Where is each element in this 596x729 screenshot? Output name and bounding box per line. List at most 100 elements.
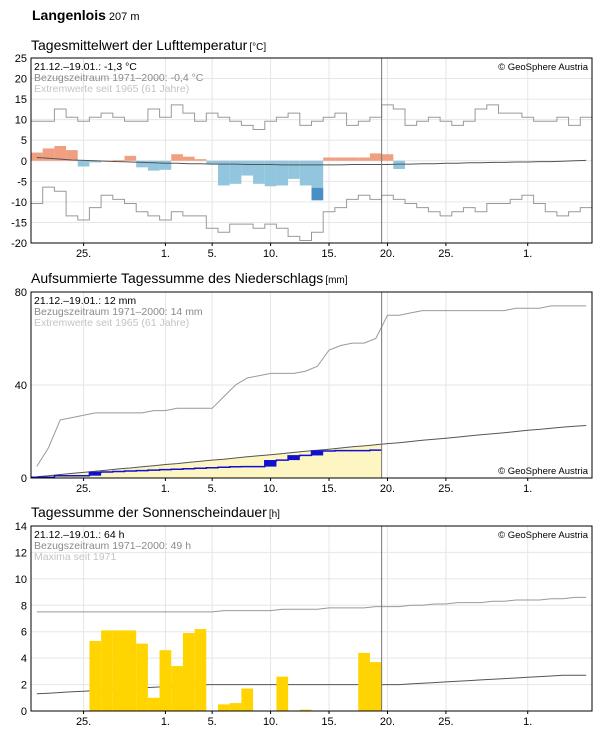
y-tick-label: 12 — [15, 547, 27, 559]
sun-bar — [369, 662, 382, 711]
temp-bar — [393, 160, 405, 169]
info-line-1: 21.12.–19.01.: 64 h — [34, 529, 125, 541]
precipitation-title: Aufsummierte Tagessumme des Niederschlag… — [31, 270, 348, 286]
x-tick-label: 25. — [438, 248, 453, 260]
y-tick-label: 0 — [21, 156, 27, 168]
x-tick-label: 5. — [208, 483, 217, 495]
sun-bar — [182, 633, 195, 711]
x-tick-label: 1. — [523, 483, 532, 495]
temp-bar — [206, 160, 218, 165]
y-tick-label: -15 — [11, 217, 27, 229]
y-tick-label: 10 — [15, 115, 27, 127]
temp-bar — [358, 157, 370, 161]
sun-bar — [241, 688, 254, 711]
info-line-1: 21.12.–19.01.: -1,3 °C — [34, 61, 137, 73]
temperature-unit: [°C] — [249, 42, 267, 53]
temp-bar — [323, 157, 335, 161]
x-tick-label: 25. — [76, 716, 91, 728]
temp-bar — [253, 160, 265, 184]
y-tick-label: -10 — [11, 197, 27, 209]
info-line-2: Bezugszeitraum 1971–2000: 14 mm — [34, 306, 203, 318]
sun-bar — [171, 666, 183, 711]
x-tick-label: 1. — [523, 248, 532, 260]
sun-bar — [276, 676, 289, 711]
plot-frame — [30, 291, 593, 479]
info-line-1: 21.12.–19.01.: 12 mm — [34, 295, 136, 307]
sunshine-unit: [h] — [268, 509, 280, 520]
y-tick-label: -20 — [11, 238, 27, 250]
chart-panel-1 — [30, 57, 593, 246]
x-tick-label: 20. — [380, 483, 395, 495]
temp-bar — [124, 155, 137, 161]
temp-bar — [346, 157, 359, 161]
temp-bar — [218, 160, 230, 186]
temp-bar — [369, 153, 382, 161]
y-tick-label: 8 — [21, 600, 27, 612]
temp-bar — [182, 156, 195, 161]
y-tick-label: 0 — [21, 706, 27, 718]
sun-bar — [112, 630, 125, 711]
x-tick-label: 20. — [380, 248, 395, 260]
temperature-title: Tagesmittelwert der Lufttemperatur [°C] — [31, 37, 266, 53]
min-extreme-line — [31, 186, 592, 241]
y-tick-label: 5 — [21, 135, 27, 147]
temp-bar — [334, 157, 347, 161]
temp-bar — [54, 145, 67, 161]
y-tick-label: 6 — [21, 627, 27, 639]
temp-bar-record — [311, 187, 324, 201]
temp-bar — [288, 160, 300, 179]
x-tick-label: 1. — [161, 248, 170, 260]
y-tick-label: 2 — [21, 680, 27, 692]
precip-day-block — [288, 455, 300, 461]
info-line-3: Extremwerte seit 1965 (61 Jahre) — [34, 83, 189, 95]
x-tick-label: 10. — [263, 248, 278, 260]
station-name: Langenlois — [32, 7, 106, 23]
x-tick-label: 5. — [208, 716, 217, 728]
x-tick-label: 1. — [161, 716, 170, 728]
x-tick-label: 1. — [523, 716, 532, 728]
plot-frame — [30, 525, 593, 712]
x-tick-label: 25. — [438, 716, 453, 728]
x-tick-label: 10. — [263, 716, 278, 728]
station-header: Langenlois 207 m — [32, 7, 139, 23]
chart-panel-2 — [30, 291, 593, 481]
temp-normal-line — [36, 157, 587, 166]
sun-bar — [89, 640, 102, 711]
temp-bar — [241, 160, 254, 176]
credit-precipitation: © GeoSphere Austria — [498, 466, 589, 477]
precip-day-block — [311, 451, 324, 456]
x-tick-label: 10. — [263, 483, 278, 495]
temp-bar — [171, 154, 183, 161]
temperature-title-text: Tagesmittelwert der Lufttemperatur — [31, 37, 248, 53]
temp-bar — [264, 160, 277, 187]
temp-bar — [276, 160, 289, 186]
temp-bar — [77, 160, 90, 167]
credit-temperature: © GeoSphere Austria — [498, 62, 589, 73]
x-tick-label: 25. — [76, 483, 91, 495]
sun-bar — [136, 643, 148, 711]
temp-bar — [136, 160, 148, 168]
x-tick-label: 25. — [76, 248, 91, 260]
sun-bar — [299, 709, 312, 711]
max-extreme-line — [31, 104, 592, 130]
x-tick-label: 1. — [161, 483, 170, 495]
y-tick-label: 40 — [15, 380, 27, 392]
temp-bar — [89, 160, 102, 163]
y-tick-label: 0 — [21, 473, 27, 485]
sun-bar — [229, 703, 242, 711]
info-line-2: Bezugszeitraum 1971–2000: -0,4 °C — [34, 72, 204, 84]
sun-max-line — [36, 596, 587, 613]
info-line-2: Bezugszeitraum 1971–2000: 49 h — [34, 540, 191, 552]
info-line-3: Maxima seit 1971 — [34, 551, 116, 563]
sun-bar — [358, 652, 370, 711]
plot-frame — [30, 57, 593, 244]
temp-bar — [31, 152, 43, 161]
sun-bar — [124, 630, 137, 711]
sun-bar — [101, 630, 113, 711]
temp-bar — [194, 159, 207, 161]
y-tick-label: 20 — [15, 74, 27, 86]
credit-sunshine: © GeoSphere Austria — [498, 530, 589, 541]
x-tick-label: 25. — [438, 483, 453, 495]
precip-max-line — [36, 305, 587, 467]
